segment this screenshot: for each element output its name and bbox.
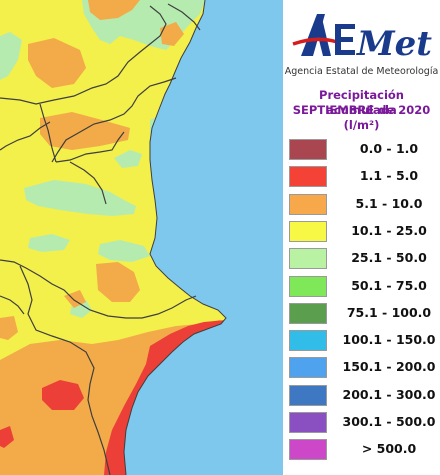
legend-range-label: 300.1 - 500.0 — [342, 414, 436, 429]
coastline — [123, 0, 227, 475]
aemet-logo-mark: Met — [292, 14, 432, 64]
legend-swatch — [289, 412, 327, 433]
legend-swatch — [289, 302, 327, 324]
orange-area-southwest — [0, 316, 18, 340]
map-title-line1: Precipitación acumulada — [319, 88, 404, 117]
green-area-west — [0, 32, 22, 80]
legend-range-label: 100.1 - 150.0 — [342, 332, 436, 348]
map-unit: (l/m²) — [343, 118, 380, 132]
logo-wordmark-met: Met — [356, 24, 432, 64]
border-valencia-interior — [55, 131, 125, 163]
logo-e — [335, 24, 355, 55]
border-castellon-north — [0, 5, 167, 105]
legend-swatch — [289, 275, 327, 297]
legend-item: 10.1 - 25.0 — [283, 220, 440, 244]
legend-item: 1.1 - 5.0 — [283, 165, 440, 189]
border-valencia-west — [69, 161, 107, 205]
red-area-southwest — [0, 426, 14, 448]
legend-swatch — [289, 330, 327, 352]
red-area-inland — [42, 380, 84, 410]
legend-range-label: 25.1 - 50.0 — [351, 250, 427, 266]
orange-area-border — [160, 22, 184, 46]
orange-area-center — [96, 262, 140, 302]
green-area-mid — [98, 240, 150, 262]
legend-range-label: 200.1 - 300.0 — [342, 386, 436, 402]
agency-name: Agencia Estatal de Meteorología — [284, 66, 439, 77]
legend-item: 0.0 - 1.0 — [283, 138, 440, 162]
legend-range-label: 1.1 - 5.0 — [359, 168, 419, 184]
legend-item: > 500.0 — [283, 438, 440, 462]
border-castellon-valencia — [51, 77, 177, 163]
legend-item: 100.1 - 150.0 — [283, 329, 440, 353]
aemet-logo: Met Agencia Estatal de Meteorología — [283, 0, 440, 80]
orange-area-northwest — [28, 38, 86, 88]
green-area-center-left — [28, 234, 70, 252]
border-alicante-murcia — [19, 265, 111, 475]
legend-swatch — [289, 384, 327, 406]
legend-item: 300.1 - 500.0 — [283, 411, 440, 435]
province-borders — [0, 3, 201, 475]
border-north-region — [167, 3, 201, 31]
border-valencia-alicante — [0, 259, 197, 319]
legend-range-label: > 500.0 — [361, 441, 417, 457]
legend-item: 25.1 - 50.0 — [283, 247, 440, 271]
orange-area-north — [88, 0, 140, 20]
logo-a-swoosh — [292, 37, 338, 46]
legend-item: 5.1 - 10.0 — [283, 193, 440, 217]
green-area-central — [24, 180, 136, 216]
legend-panel: Met Agencia Estatal de Meteorología Prec… — [283, 0, 440, 475]
legend-swatch — [289, 357, 327, 379]
map-title-line2: SEPTIEMBRE de 2020 — [292, 103, 431, 117]
legend-item: 150.1 - 200.0 — [283, 356, 440, 380]
legend-swatch — [289, 193, 327, 215]
logo-a-stroke-right — [316, 14, 331, 56]
legend-item: 50.1 - 75.0 — [283, 275, 440, 299]
legend-range-label: 50.1 - 75.0 — [351, 277, 427, 293]
legend-swatch — [289, 220, 327, 242]
legend-item: 200.1 - 300.0 — [283, 384, 440, 408]
legend-range-label: 150.1 - 200.0 — [342, 359, 436, 375]
legend-range-label: 5.1 - 10.0 — [355, 195, 423, 211]
legend-range-label: 75.1 - 100.0 — [346, 304, 432, 320]
border-southwest — [0, 295, 25, 315]
legend-range-label: 10.1 - 25.0 — [351, 222, 427, 238]
green-area-plateau — [114, 150, 142, 168]
orange-area-center-north — [40, 112, 130, 150]
border-west-2 — [39, 103, 57, 163]
legend-range-label: 0.0 - 1.0 — [359, 141, 419, 156]
legend-swatch — [289, 439, 327, 461]
legend-swatch — [289, 248, 327, 270]
border-west-1 — [0, 121, 51, 151]
legend-item: 75.1 - 100.0 — [283, 302, 440, 326]
precipitation-map — [0, 0, 283, 475]
legend-swatch — [289, 166, 327, 188]
legend-swatch — [289, 139, 327, 160]
